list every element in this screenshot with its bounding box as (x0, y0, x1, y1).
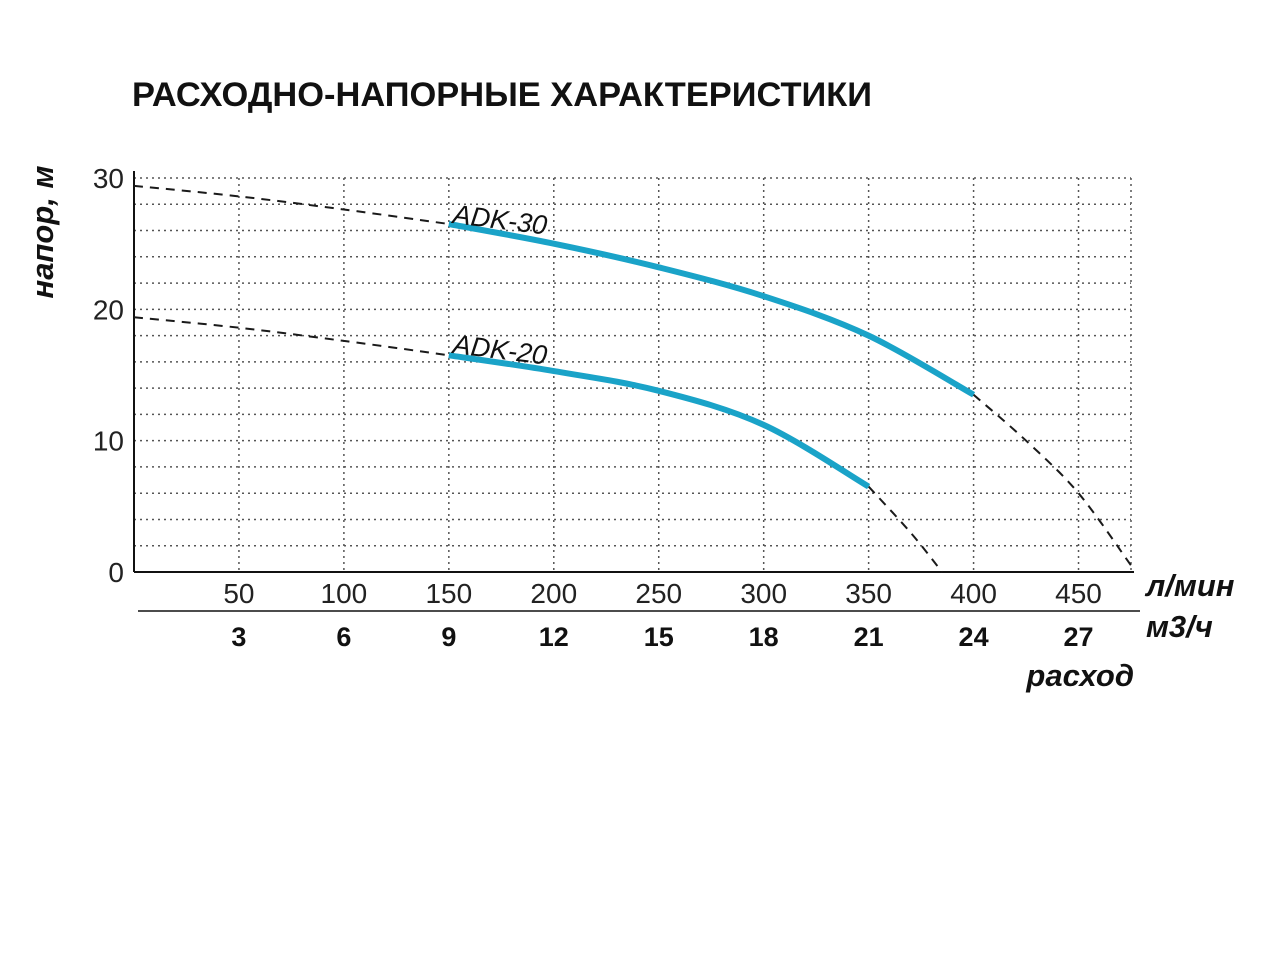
x-tick-label-lpm: 450 (1055, 578, 1102, 609)
x-tick-label-lpm: 250 (635, 578, 682, 609)
x-tick-labels: 50 3 100 6 150 9 200 12 250 15 300 18 350 21 400 24 450 2… (223, 578, 1102, 652)
x-tick-label-m3h: 27 (1064, 622, 1094, 652)
axes (133, 171, 1140, 612)
series-extrapolation-tail-adk-20 (867, 485, 943, 573)
series-lines (133, 184, 1132, 573)
x-axis-label: расход (1025, 658, 1134, 693)
series-extrapolation-tail-adk-30 (972, 393, 1132, 566)
series-label-adk-30: ADK-30 (449, 199, 548, 241)
series-line-adk-20 (448, 352, 871, 490)
grid-lines (134, 177, 1132, 572)
x-tick-label-lpm: 400 (950, 578, 997, 609)
x-tick-label-m3h: 12 (539, 622, 569, 652)
x-tick-label-m3h: 21 (854, 622, 884, 652)
x-unit-m3h-label: м3/ч (1146, 609, 1213, 644)
y-axis-label: напор, м (25, 165, 60, 298)
x-tick-label-m3h: 3 (231, 622, 246, 652)
x-unit-lpm-label: л/мин (1144, 568, 1235, 603)
y-tick-label: 20 (93, 294, 124, 325)
x-tick-label-m3h: 15 (644, 622, 674, 652)
x-tick-label-lpm: 300 (740, 578, 787, 609)
x-tick-label-lpm: 100 (321, 578, 368, 609)
x-tick-label-lpm: 150 (425, 578, 472, 609)
y-tick-label: 10 (93, 426, 124, 457)
y-tick-label: 0 (108, 557, 124, 588)
chart-title: РАСХОДНО-НАПОРНЫЕ ХАРАКТЕРИСТИКИ (132, 76, 872, 114)
x-tick-label-lpm: 50 (223, 578, 254, 609)
x-tick-label-m3h: 24 (959, 622, 989, 652)
y-tick-label: 30 (93, 163, 124, 194)
series-line-adk-30 (448, 221, 976, 398)
x-tick-label-m3h: 6 (336, 622, 351, 652)
x-tick-label-lpm: 200 (530, 578, 577, 609)
y-tick-labels: 0 10 20 30 (93, 163, 124, 588)
series-label-adk-20: ADK-20 (449, 329, 548, 371)
x-tick-label-lpm: 350 (845, 578, 892, 609)
x-tick-label-m3h: 9 (441, 622, 456, 652)
x-tick-label-m3h: 18 (749, 622, 779, 652)
